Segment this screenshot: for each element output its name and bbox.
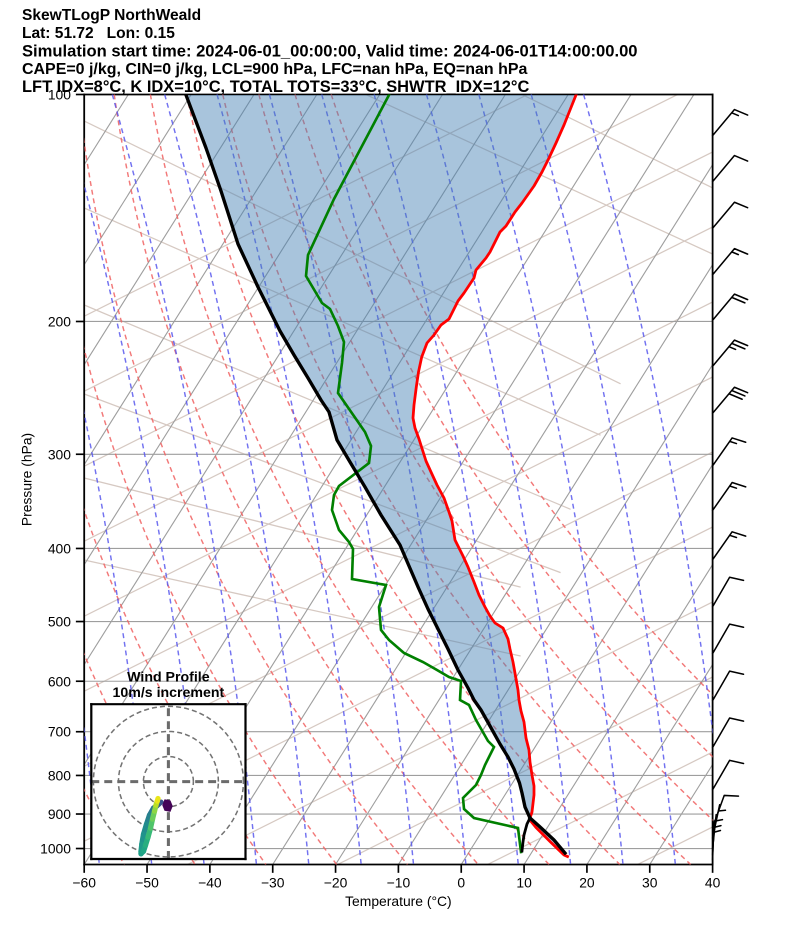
svg-text:10: 10	[516, 875, 532, 891]
svg-text:40: 40	[705, 875, 721, 891]
svg-text:−30: −30	[261, 875, 285, 891]
svg-text:700: 700	[48, 724, 71, 740]
svg-text:800: 800	[48, 767, 71, 783]
svg-text:600: 600	[48, 673, 71, 689]
svg-text:10m/s increment: 10m/s increment	[112, 685, 224, 701]
svg-text:SkewTLogP NorthWeald: SkewTLogP NorthWeald	[22, 7, 201, 24]
svg-text:400: 400	[48, 540, 71, 556]
svg-text:Simulation start time: 2024-06: Simulation start time: 2024-06-01_00:00:…	[22, 41, 638, 60]
svg-text:−10: −10	[387, 875, 411, 891]
svg-text:Lat: 51.72 Lon: 0.15: Lat: 51.72 Lon: 0.15	[22, 25, 175, 42]
svg-text:0: 0	[457, 875, 465, 891]
svg-text:200: 200	[48, 314, 71, 330]
svg-text:Wind Profile: Wind Profile	[127, 669, 210, 685]
svg-text:LFT IDX=8°C, K IDX=10°C, TOTAL: LFT IDX=8°C, K IDX=10°C, TOTAL TOTS=33°C…	[22, 78, 529, 96]
svg-text:−50: −50	[135, 875, 159, 891]
svg-text:500: 500	[48, 614, 71, 630]
svg-text:30: 30	[642, 875, 658, 891]
svg-text:CAPE=0 j/kg, CIN=0 j/kg, LCL=9: CAPE=0 j/kg, CIN=0 j/kg, LCL=900 hPa, LF…	[22, 61, 528, 78]
svg-text:1000: 1000	[40, 841, 71, 857]
svg-text:900: 900	[48, 806, 71, 822]
svg-text:100: 100	[48, 87, 71, 103]
svg-text:Pressure (hPa): Pressure (hPa)	[19, 433, 35, 526]
svg-text:−20: −20	[324, 875, 348, 891]
svg-text:Temperature (°C): Temperature (°C)	[345, 893, 452, 909]
svg-text:−60: −60	[72, 875, 96, 891]
svg-text:300: 300	[48, 446, 71, 462]
svg-text:−40: −40	[198, 875, 222, 891]
svg-text:20: 20	[579, 875, 595, 891]
